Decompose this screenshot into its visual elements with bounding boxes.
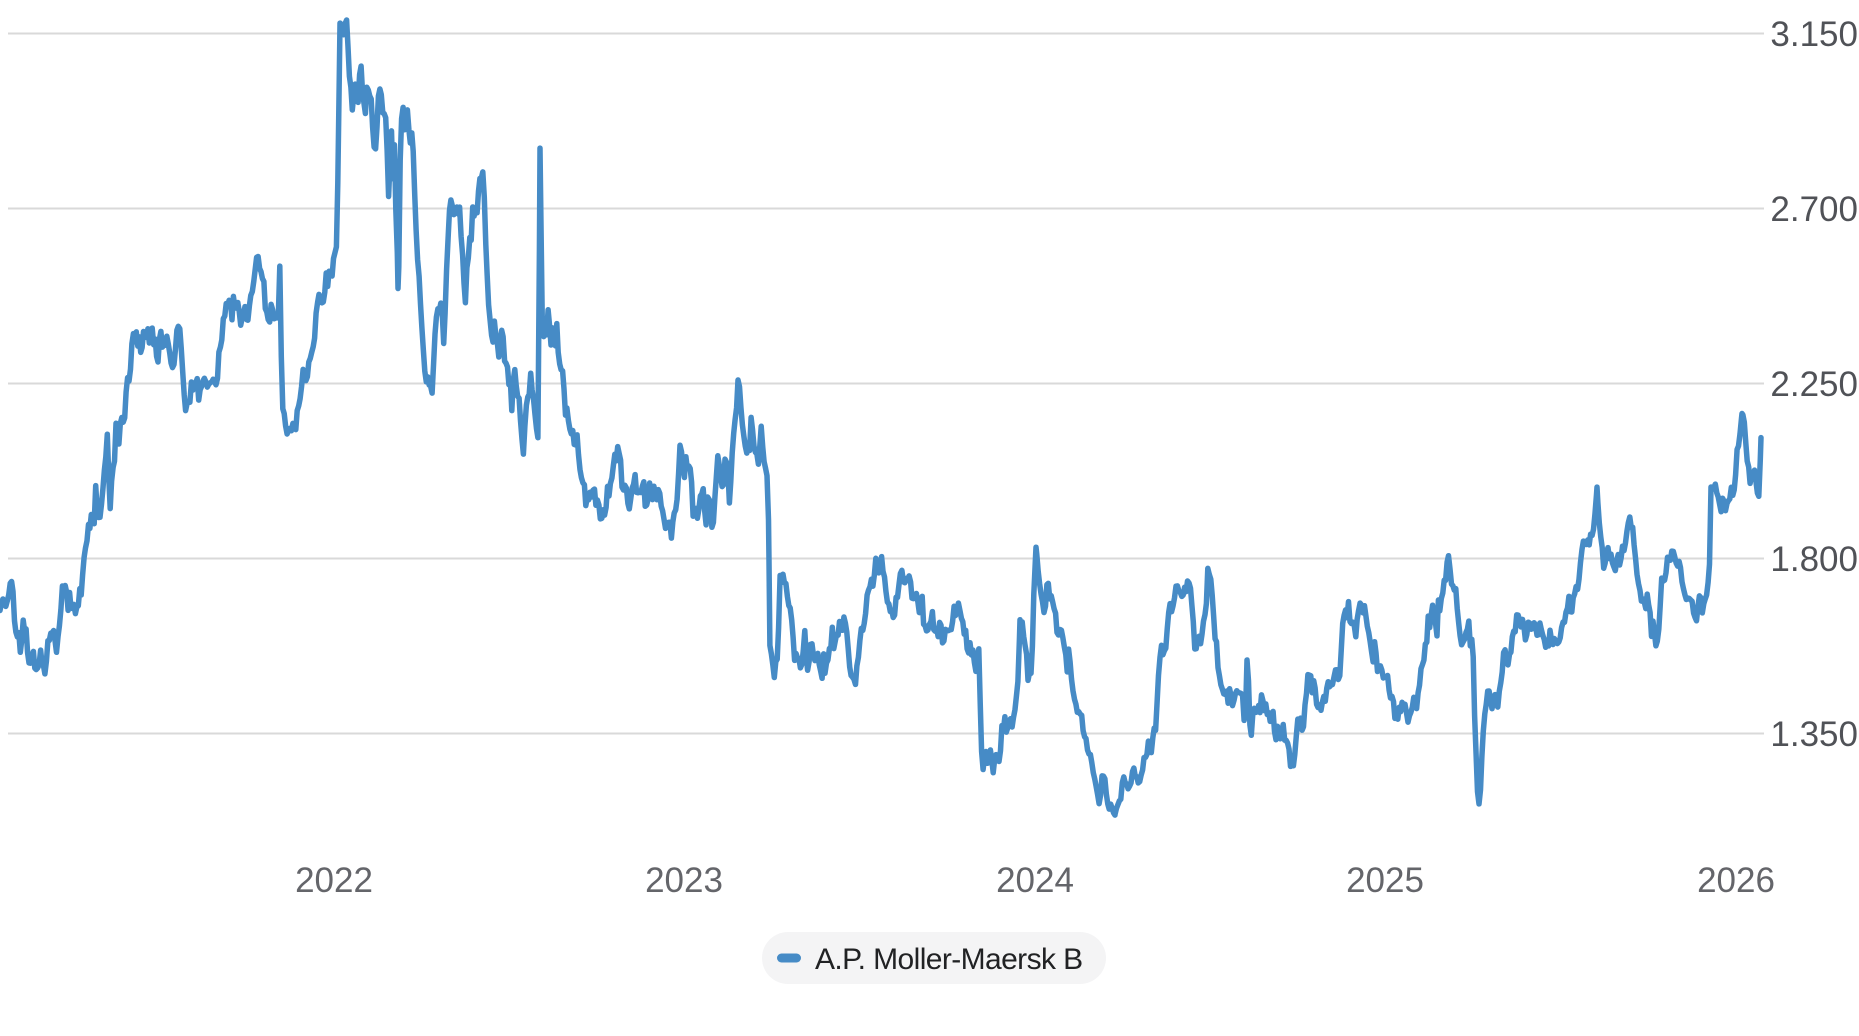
svg-text:2026: 2026	[1697, 861, 1775, 900]
svg-text:2.250: 2.250	[1770, 365, 1858, 404]
svg-text:A.P. Moller-Maersk B: A.P. Moller-Maersk B	[815, 943, 1083, 976]
svg-text:2.700: 2.700	[1770, 190, 1858, 229]
svg-text:2025: 2025	[1346, 861, 1424, 900]
svg-text:3.150: 3.150	[1770, 15, 1858, 54]
svg-text:1.350: 1.350	[1770, 715, 1858, 754]
svg-text:1.800: 1.800	[1770, 540, 1858, 579]
svg-text:2022: 2022	[295, 861, 373, 900]
svg-text:2024: 2024	[996, 861, 1074, 900]
svg-text:2023: 2023	[645, 861, 723, 900]
